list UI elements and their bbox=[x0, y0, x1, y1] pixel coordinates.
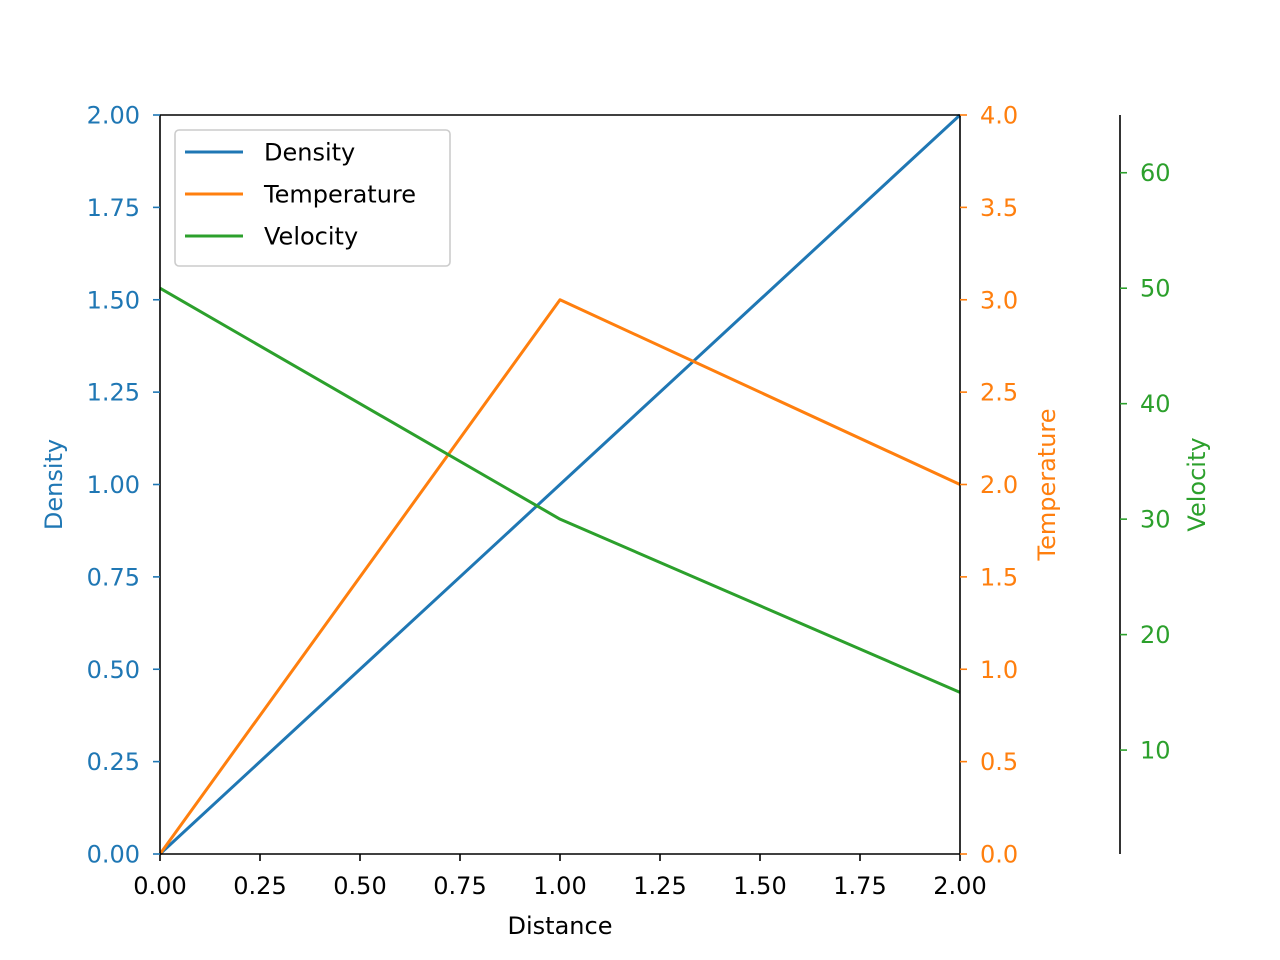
temperature-tick-label: 0.0 bbox=[980, 841, 1018, 869]
x-tick-label: 0.00 bbox=[133, 872, 186, 900]
density-tick-label: 2.00 bbox=[87, 102, 140, 130]
temperature-tick-label: 3.5 bbox=[980, 194, 1018, 222]
temperature-tick-label: 1.5 bbox=[980, 563, 1018, 591]
x-tick-label: 1.00 bbox=[533, 872, 586, 900]
series-layer bbox=[158, 113, 962, 856]
series-line-velocity bbox=[159, 286, 961, 694]
x-tick-label: 1.50 bbox=[733, 872, 786, 900]
velocity-axis-label: Velocity bbox=[1183, 437, 1211, 531]
velocity-tick-label: 30 bbox=[1140, 506, 1171, 534]
density-tick-label: 0.50 bbox=[87, 656, 140, 684]
density-tick-label: 0.25 bbox=[87, 748, 140, 776]
series-line-temperature bbox=[158, 298, 961, 855]
velocity-tick-label: 60 bbox=[1140, 159, 1171, 187]
density-tick-label: 1.25 bbox=[87, 379, 140, 407]
density-tick-label: 0.00 bbox=[87, 841, 140, 869]
velocity-tick-label: 10 bbox=[1140, 737, 1171, 765]
temperature-tick-label: 2.5 bbox=[980, 379, 1018, 407]
x-tick-label: 2.00 bbox=[933, 872, 986, 900]
temperature-tick-label: 0.5 bbox=[980, 748, 1018, 776]
legend: Density Temperature Velocity bbox=[174, 129, 451, 267]
temperature-axis-label: Temperature bbox=[1033, 408, 1061, 561]
density-tick-label: 1.75 bbox=[87, 194, 140, 222]
velocity-tick-label: 20 bbox=[1140, 621, 1171, 649]
axes-layer: 0.00 0.25 0.50 0.75 1.00 1.25 1.50 1.75 2.00 Dist… bbox=[40, 102, 1211, 941]
x-tick-label: 1.25 bbox=[633, 872, 686, 900]
temperature-tick-label: 2.0 bbox=[980, 471, 1018, 499]
density-tick-label: 1.50 bbox=[87, 286, 140, 314]
temperature-tick-label: 1.0 bbox=[980, 656, 1018, 684]
density-tick-label: 1.00 bbox=[87, 471, 140, 499]
x-tick-label: 0.75 bbox=[433, 872, 486, 900]
legend-label-temperature: Temperature bbox=[263, 181, 416, 209]
legend-label-density: Density bbox=[264, 139, 355, 167]
x-tick-label: 0.25 bbox=[233, 872, 286, 900]
temperature-tick-label: 4.0 bbox=[980, 102, 1018, 130]
temperature-tick-label: 3.0 bbox=[980, 286, 1018, 314]
legend-label-velocity: Velocity bbox=[264, 223, 358, 251]
legend-frame bbox=[174, 129, 451, 267]
x-axis-label: Distance bbox=[508, 912, 613, 940]
x-tick-label: 0.50 bbox=[333, 872, 386, 900]
density-axis-label: Density bbox=[40, 439, 68, 530]
velocity-tick-label: 50 bbox=[1140, 275, 1171, 303]
velocity-tick-label: 40 bbox=[1140, 390, 1171, 418]
x-tick-label: 1.75 bbox=[833, 872, 886, 900]
series-line-density bbox=[158, 113, 962, 856]
density-tick-label: 0.75 bbox=[87, 563, 140, 591]
